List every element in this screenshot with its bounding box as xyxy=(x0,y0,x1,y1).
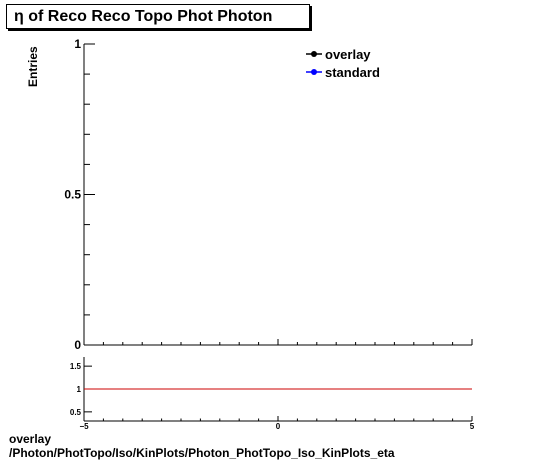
ratio-y-tick-label: 1 xyxy=(77,385,82,394)
legend-label-overlay: overlay xyxy=(325,47,371,62)
y-tick-label: 1 xyxy=(74,37,81,51)
ratio-x-tick-label: 5 xyxy=(470,422,475,431)
ratio-y-tick-label: 1.5 xyxy=(70,362,82,371)
ratio-y-tick-label: 0.5 xyxy=(70,408,82,417)
footer: overlay /Photon/PhotTopo/Iso/KinPlots/Ph… xyxy=(9,432,395,460)
ratio-x-tick-label: −5 xyxy=(79,422,89,431)
legend-marker-standard xyxy=(311,69,317,75)
chart-title: η of Reco Reco Topo Phot Photon xyxy=(14,8,273,25)
footer-line-1: overlay xyxy=(9,432,52,446)
y-axis-title: Entries xyxy=(26,46,40,87)
y-tick-label: 0 xyxy=(74,338,81,352)
y-tick-label: 0.5 xyxy=(64,188,81,202)
title-box: η of Reco Reco Topo Phot Photon xyxy=(6,4,310,29)
ratio-x-tick-label: 0 xyxy=(276,422,281,431)
footer-line-2: /Photon/PhotTopo/Iso/KinPlots/Photon_Pho… xyxy=(9,446,395,460)
main-panel: 0 0.5 1 Entries overlay standard xyxy=(26,37,473,352)
legend-marker-overlay xyxy=(311,51,317,57)
ratio-panel: 0.5 1 1.5 −5 0 5 xyxy=(70,357,475,431)
legend-label-standard: standard xyxy=(325,65,380,80)
